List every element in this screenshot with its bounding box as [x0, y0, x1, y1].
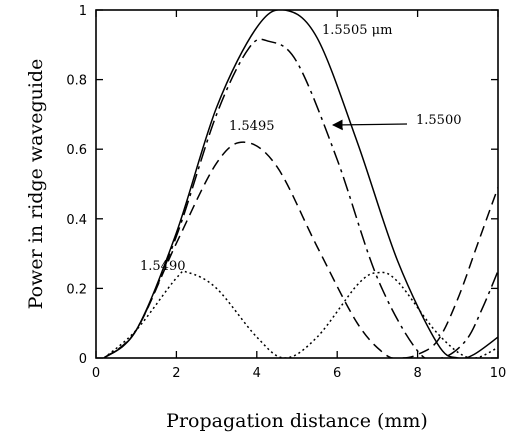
series-line-1-5505-m — [103, 10, 498, 358]
annotation-1-5495: 1.5495 — [229, 119, 275, 134]
y-tick-label-2: 0.4 — [66, 213, 87, 228]
plot-frame — [95, 9, 499, 359]
y-tick-label-0: 0 — [79, 352, 87, 367]
annotation-1-5500: 1.5500 — [416, 113, 462, 128]
series-line-1-5495 — [103, 141, 498, 358]
x-tick-label-2: 4 — [253, 366, 261, 381]
series-group — [103, 10, 498, 358]
y-tick-label-4: 0.8 — [66, 74, 87, 89]
x-tick-label-5: 10 — [490, 366, 507, 381]
x-axis-title: Propagation distance (mm) — [166, 410, 428, 432]
axis-ticks: 0 2 4 6 8 10 0 0.2 0.4 0.6 0.8 1 — [66, 4, 506, 381]
annotation-1-5490: 1.5490 — [140, 259, 186, 274]
annotation-arrow — [331, 119, 408, 131]
y-tick-label-1: 0.2 — [66, 282, 87, 297]
y-tick-label-3: 0.6 — [66, 143, 87, 158]
x-tick-label-1: 2 — [172, 366, 180, 381]
series-line-1-5490 — [103, 270, 498, 358]
x-tick-label-0: 0 — [92, 366, 100, 381]
series-line-1-5500 — [103, 38, 498, 358]
annotation-1-5505: 1.5505 μm — [322, 23, 392, 38]
y-axis-title: Power in ridge waveguide — [25, 59, 47, 310]
x-tick-label-3: 6 — [333, 366, 341, 381]
y-tick-label-5: 1 — [79, 4, 87, 19]
x-tick-label-4: 8 — [413, 366, 421, 381]
